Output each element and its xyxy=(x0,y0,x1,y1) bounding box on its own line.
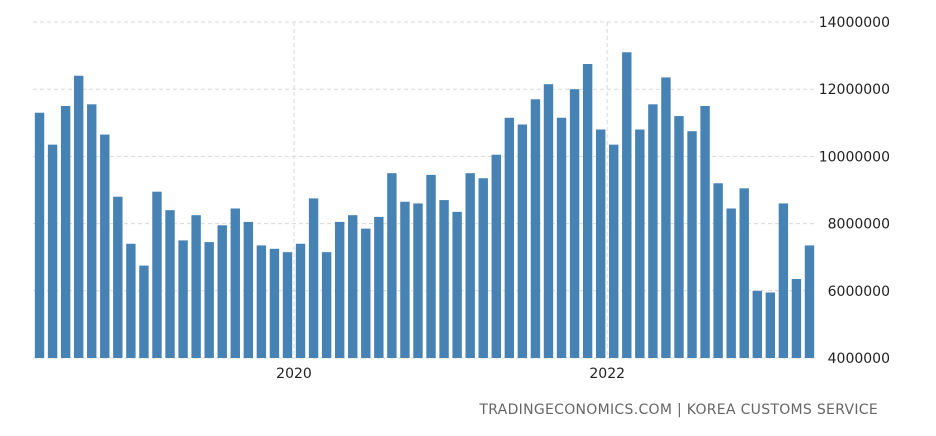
bar xyxy=(165,210,175,358)
bar xyxy=(400,201,410,358)
bars xyxy=(34,52,815,359)
bar xyxy=(139,265,149,358)
bar xyxy=(348,215,358,358)
bar xyxy=(569,89,580,358)
bar xyxy=(726,208,736,358)
bar xyxy=(47,144,58,358)
bar xyxy=(674,116,684,358)
y-tick-label: 10000000 xyxy=(819,149,890,165)
bar xyxy=(269,248,280,358)
bar xyxy=(374,216,384,358)
bar xyxy=(791,279,802,358)
x-tick-label: 2022 xyxy=(589,366,625,382)
bar xyxy=(765,292,776,358)
bar xyxy=(282,252,293,358)
bar xyxy=(609,144,619,358)
y-tick-label: 14000000 xyxy=(819,15,890,31)
bar xyxy=(491,154,501,358)
bar xyxy=(622,52,632,359)
bar xyxy=(191,215,201,358)
bar xyxy=(595,129,606,358)
bar xyxy=(361,228,371,358)
bar xyxy=(661,77,671,358)
bar xyxy=(321,252,332,358)
bar xyxy=(635,129,645,358)
bar xyxy=(478,178,488,358)
bar xyxy=(113,196,123,358)
bar xyxy=(308,198,319,358)
bar xyxy=(465,173,475,358)
bar xyxy=(426,174,436,358)
x-tick-label: 2020 xyxy=(276,366,312,382)
bar xyxy=(687,131,697,358)
bar xyxy=(413,203,423,358)
bar xyxy=(34,112,45,358)
bar xyxy=(556,117,567,358)
bar xyxy=(126,243,136,358)
bar xyxy=(60,106,71,358)
bar xyxy=(73,75,84,358)
y-tick-label: 4000000 xyxy=(828,351,890,367)
bar xyxy=(152,191,162,358)
bar xyxy=(295,243,306,358)
bar xyxy=(517,124,528,358)
source-credit: TRADINGECONOMICS.COM | KOREA CUSTOMS SER… xyxy=(479,402,878,418)
bar xyxy=(530,99,541,358)
bar xyxy=(648,104,658,358)
bar xyxy=(230,208,240,358)
bar xyxy=(387,173,397,358)
x-axis-ticks: 2020 2022 xyxy=(276,366,625,382)
bar xyxy=(204,242,214,358)
bar xyxy=(334,221,345,358)
bar xyxy=(778,203,789,358)
bar xyxy=(100,134,110,358)
y-tick-label: 12000000 xyxy=(819,82,890,98)
bar xyxy=(452,211,462,358)
bar xyxy=(713,183,723,358)
bar xyxy=(87,104,97,358)
y-tick-label: 8000000 xyxy=(828,217,890,233)
bar xyxy=(543,84,554,358)
gridlines xyxy=(33,21,816,359)
bar xyxy=(439,200,449,358)
bar xyxy=(256,245,267,358)
bar xyxy=(243,221,254,358)
bar xyxy=(582,64,593,358)
bar xyxy=(178,240,188,358)
y-axis-ticks: 14000000 12000000 10000000 8000000 6000000 40… xyxy=(819,15,890,367)
bar xyxy=(752,290,762,358)
y-tick-label: 6000000 xyxy=(828,284,890,300)
bar xyxy=(804,245,815,358)
bar xyxy=(217,225,227,358)
bar xyxy=(739,188,749,358)
bar xyxy=(504,117,515,358)
bar xyxy=(700,106,710,358)
